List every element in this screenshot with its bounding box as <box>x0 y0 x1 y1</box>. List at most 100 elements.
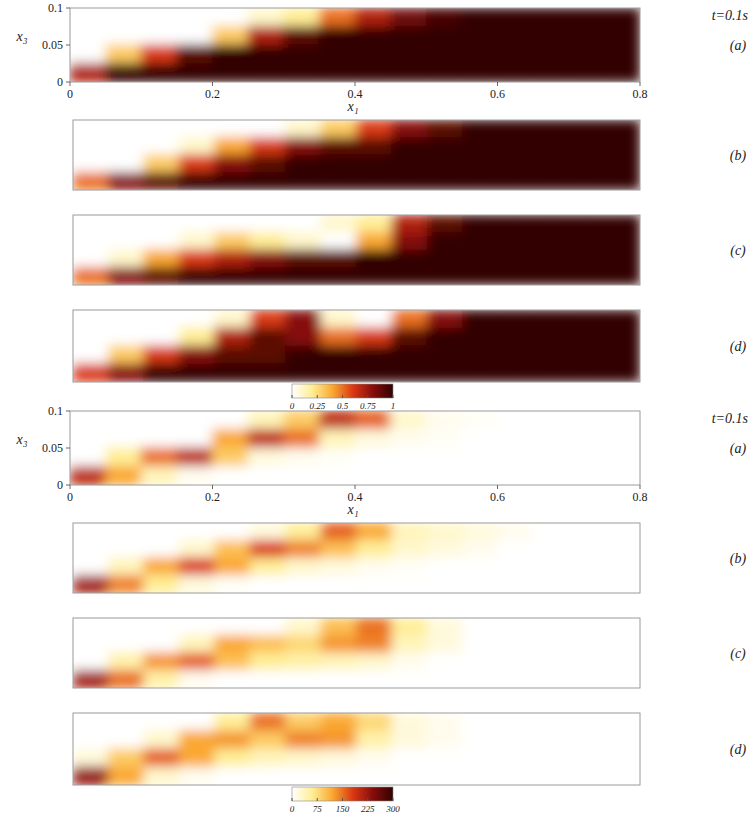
cell <box>285 172 321 190</box>
panel-label: (c) <box>730 646 746 662</box>
cell <box>321 731 357 750</box>
cell <box>426 26 463 46</box>
figure: 00.20.40.60.800.050.1x₁x₃t=0.1s(a)(b)(c)… <box>0 0 755 823</box>
cell <box>108 653 144 672</box>
cell <box>569 232 605 251</box>
colorbar <box>292 384 393 398</box>
cell <box>533 429 570 449</box>
cell <box>285 618 321 636</box>
panel-label: (b) <box>730 551 747 567</box>
cell <box>212 8 249 27</box>
cell <box>356 731 392 750</box>
cell <box>533 63 570 82</box>
cell <box>285 346 321 365</box>
cell <box>533 364 569 383</box>
cell <box>73 653 109 672</box>
cell <box>427 713 463 732</box>
y-tick-label: 0.05 <box>42 441 63 455</box>
x-tick <box>640 82 641 86</box>
y-tick-label: 0.1 <box>48 1 63 15</box>
cell <box>604 670 640 688</box>
cell <box>214 635 250 654</box>
cell <box>176 466 213 485</box>
cell <box>108 346 144 365</box>
cell <box>214 523 250 541</box>
cell <box>533 618 569 636</box>
cell <box>248 8 285 27</box>
cell <box>176 8 213 27</box>
cell <box>250 172 286 190</box>
cell <box>390 63 427 82</box>
cell <box>248 63 285 82</box>
cell <box>141 466 178 485</box>
colorbar-tick <box>292 798 293 801</box>
cell <box>391 232 427 251</box>
cell <box>391 731 427 750</box>
cell <box>426 8 463 27</box>
x-axis-title: x₁ <box>346 99 358 114</box>
cell <box>461 26 498 46</box>
cell <box>285 155 321 174</box>
colorbar-tick-label: 1 <box>391 401 396 411</box>
cell <box>321 155 357 174</box>
cell <box>533 8 570 27</box>
cell <box>498 713 534 732</box>
cell <box>356 155 392 174</box>
cell <box>141 26 178 46</box>
plot-area <box>73 523 640 593</box>
cell <box>426 466 463 485</box>
cell <box>250 575 286 593</box>
cell <box>533 558 569 577</box>
cell <box>73 310 109 329</box>
cell <box>179 310 215 329</box>
y-tick <box>66 82 70 83</box>
cell <box>73 670 109 688</box>
cell <box>179 364 215 383</box>
cell <box>497 466 534 485</box>
cell <box>214 558 250 577</box>
cell <box>568 8 605 27</box>
cell <box>533 713 569 732</box>
cell <box>321 328 357 347</box>
cell <box>73 749 109 768</box>
cell <box>285 523 321 541</box>
cell <box>214 215 250 233</box>
plot-area <box>73 215 640 285</box>
cell <box>498 749 534 768</box>
cell <box>462 137 498 156</box>
cell <box>285 731 321 750</box>
cell <box>143 670 179 688</box>
cell <box>391 215 427 233</box>
cell <box>250 618 286 636</box>
cell <box>391 137 427 156</box>
cell <box>462 558 498 577</box>
cell <box>569 670 605 688</box>
cell <box>569 575 605 593</box>
cell <box>141 411 178 430</box>
cell <box>498 618 534 636</box>
cell <box>179 653 215 672</box>
cell <box>285 558 321 577</box>
frame <box>73 120 640 190</box>
cell <box>319 466 356 485</box>
cell <box>498 731 534 750</box>
cell <box>176 448 213 468</box>
cell <box>321 310 357 329</box>
cell <box>391 653 427 672</box>
cell <box>143 767 179 786</box>
colorbar-tick-label: 0 <box>290 804 295 814</box>
colorbar-tick-label: 225 <box>361 804 375 814</box>
cell <box>143 540 179 559</box>
cell <box>70 411 106 430</box>
colorbar-tick-label: 0.25 <box>309 401 325 411</box>
cell <box>143 635 179 654</box>
cell <box>285 653 321 672</box>
cell <box>321 749 357 768</box>
cell <box>70 429 106 449</box>
x-tick <box>497 485 498 489</box>
cell <box>426 63 463 82</box>
cell <box>214 767 250 786</box>
cell <box>248 466 285 485</box>
field <box>73 120 640 190</box>
cell <box>250 267 286 285</box>
